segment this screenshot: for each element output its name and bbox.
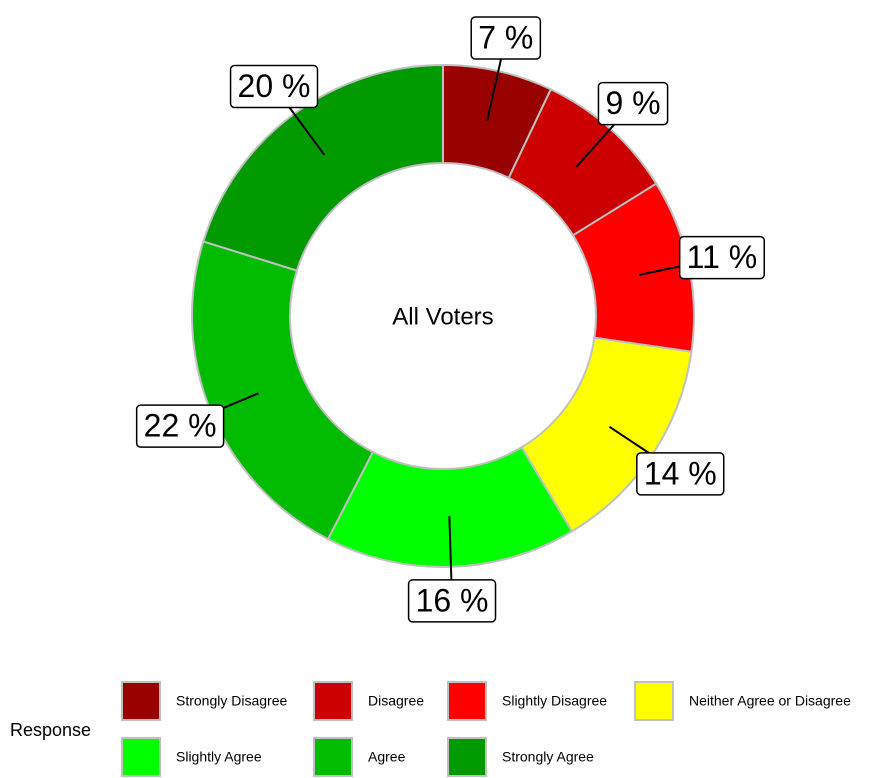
data-label: 7 % (470, 16, 542, 60)
data-label-box (678, 235, 765, 280)
data-label-text: 7 % (478, 19, 533, 55)
legend-label: Disagree (368, 693, 424, 709)
legend-swatch (634, 681, 674, 721)
donut-slice (191, 240, 375, 541)
data-label-box (407, 579, 497, 623)
data-label-box (135, 404, 225, 448)
data-label: 14 % (636, 452, 725, 496)
data-label-text: 9 % (605, 85, 660, 121)
legend-label: Slightly Agree (176, 749, 262, 765)
data-label-box (636, 452, 725, 496)
data-label: 11 % (678, 235, 765, 280)
legend-label: Slightly Disagree (502, 693, 607, 709)
data-label-text: 14 % (644, 455, 717, 491)
center-label: All Voters (392, 303, 493, 330)
legend-swatch (313, 681, 353, 721)
legend-label: Agree (368, 749, 406, 765)
legend-swatch (121, 737, 161, 777)
data-label-text: 11 % (687, 239, 758, 275)
donut-slice (202, 63, 444, 272)
data-label-text: 20 % (238, 68, 311, 104)
data-label: 16 % (407, 579, 497, 623)
data-label-box (597, 81, 669, 126)
data-label-box (229, 64, 319, 109)
data-label: 20 % (229, 64, 319, 109)
legend-label: Neither Agree or Disagree (689, 693, 851, 709)
legend-swatch (313, 737, 353, 777)
data-label: 22 % (135, 404, 225, 448)
data-label-text: 16 % (416, 582, 489, 618)
legend-swatch (447, 737, 487, 777)
legend-title: Response (10, 720, 91, 740)
legend-swatch (447, 681, 487, 721)
data-label: 9 % (597, 81, 669, 126)
legend-label: Strongly Disagree (176, 693, 287, 709)
data-label-box (470, 16, 542, 60)
data-label-text: 22 % (144, 408, 217, 444)
legend-swatch (121, 681, 161, 721)
legend-label: Strongly Agree (502, 749, 594, 765)
